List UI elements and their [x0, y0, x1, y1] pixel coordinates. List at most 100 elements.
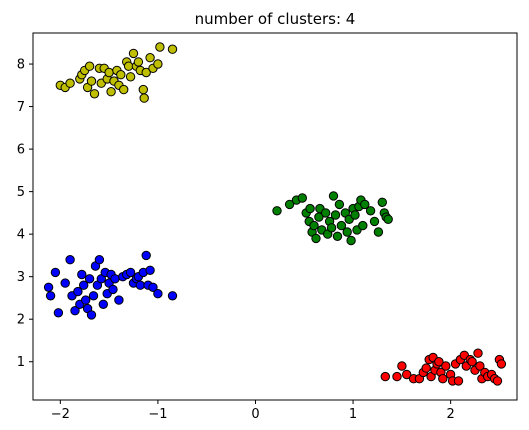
y-tick-label: 7 [17, 100, 25, 115]
data-point [89, 89, 100, 99]
data-point [139, 93, 149, 103]
data-point [104, 67, 114, 78]
data-point [135, 280, 146, 290]
x-tick-label: 1 [349, 407, 357, 422]
data-point [346, 235, 356, 246]
data-point [128, 48, 139, 59]
data-point [88, 291, 99, 301]
data-point [438, 374, 448, 384]
data-point [53, 308, 64, 318]
data-point [475, 361, 485, 371]
data-point [108, 284, 118, 295]
x-tick-label: 2 [447, 407, 455, 422]
data-point [65, 255, 75, 265]
data-point [305, 203, 315, 214]
data-point [434, 357, 444, 367]
data-point [79, 280, 89, 290]
x-tick-label: −2 [51, 407, 70, 422]
data-point [110, 274, 120, 284]
data-point [43, 282, 54, 292]
data-point [141, 67, 151, 78]
y-tick-label: 3 [17, 270, 25, 285]
x-tick-label: −1 [148, 407, 167, 422]
data-point [397, 361, 407, 371]
data-point [284, 199, 295, 210]
data-point [272, 206, 282, 216]
data-point [358, 220, 368, 231]
data-point [153, 59, 163, 69]
data-point [350, 210, 360, 220]
data-point [492, 376, 503, 386]
x-tick-label: 0 [251, 407, 259, 422]
y-tick-label: 2 [17, 313, 25, 328]
data-point [441, 361, 451, 371]
data-point [326, 223, 337, 233]
data-point [311, 233, 321, 244]
y-tick-label: 6 [17, 143, 25, 158]
points-layer [43, 42, 507, 386]
y-tick-label: 5 [17, 185, 25, 200]
y-tick-label: 4 [17, 228, 25, 243]
data-point [73, 286, 83, 297]
data-point [153, 289, 163, 299]
data-point [119, 84, 129, 95]
data-point [123, 61, 134, 71]
data-point [70, 306, 80, 316]
data-point [321, 208, 331, 218]
data-point [467, 357, 477, 367]
data-point [328, 191, 339, 201]
data-point [330, 210, 341, 220]
data-point [342, 227, 352, 237]
data-point [94, 255, 105, 265]
y-tick-label: 1 [17, 355, 25, 370]
data-point [309, 220, 319, 231]
data-point [125, 267, 136, 278]
data-point [297, 193, 307, 203]
data-point [138, 84, 149, 95]
data-point [496, 359, 507, 369]
x-axis: −2 −1 0 1 2 [51, 400, 455, 422]
data-point [98, 299, 109, 309]
data-point [50, 267, 61, 278]
data-point [369, 216, 380, 227]
data-point [65, 78, 75, 88]
data-point [60, 278, 70, 288]
data-point [155, 42, 165, 52]
data-point [334, 199, 345, 210]
y-axis: 1 2 3 4 5 6 7 8 [17, 58, 33, 370]
data-point [45, 291, 56, 301]
data-point [473, 348, 483, 358]
data-point [86, 76, 97, 86]
data-point [167, 291, 178, 301]
data-point [377, 197, 387, 208]
data-point [77, 269, 87, 280]
data-point [365, 206, 376, 216]
data-point [145, 265, 155, 275]
data-point [360, 199, 370, 210]
data-point [380, 371, 390, 382]
data-point [373, 227, 384, 237]
plot-frame [32, 32, 518, 401]
data-point [84, 274, 95, 284]
data-point [81, 295, 91, 305]
data-point [383, 214, 393, 225]
data-point [86, 310, 97, 320]
data-point [145, 53, 155, 63]
chart-title: number of clusters: 4 [195, 10, 356, 28]
data-point [106, 87, 116, 97]
data-point [402, 369, 412, 380]
data-point [84, 61, 95, 71]
data-point [392, 371, 402, 382]
data-point [167, 44, 178, 54]
data-point [421, 363, 431, 373]
y-tick-label: 8 [17, 58, 25, 73]
data-point [114, 295, 124, 305]
data-point [141, 250, 151, 261]
data-point [133, 57, 144, 67]
data-point [336, 220, 347, 231]
data-point [116, 70, 126, 80]
data-point [148, 282, 158, 292]
data-point [125, 72, 136, 82]
